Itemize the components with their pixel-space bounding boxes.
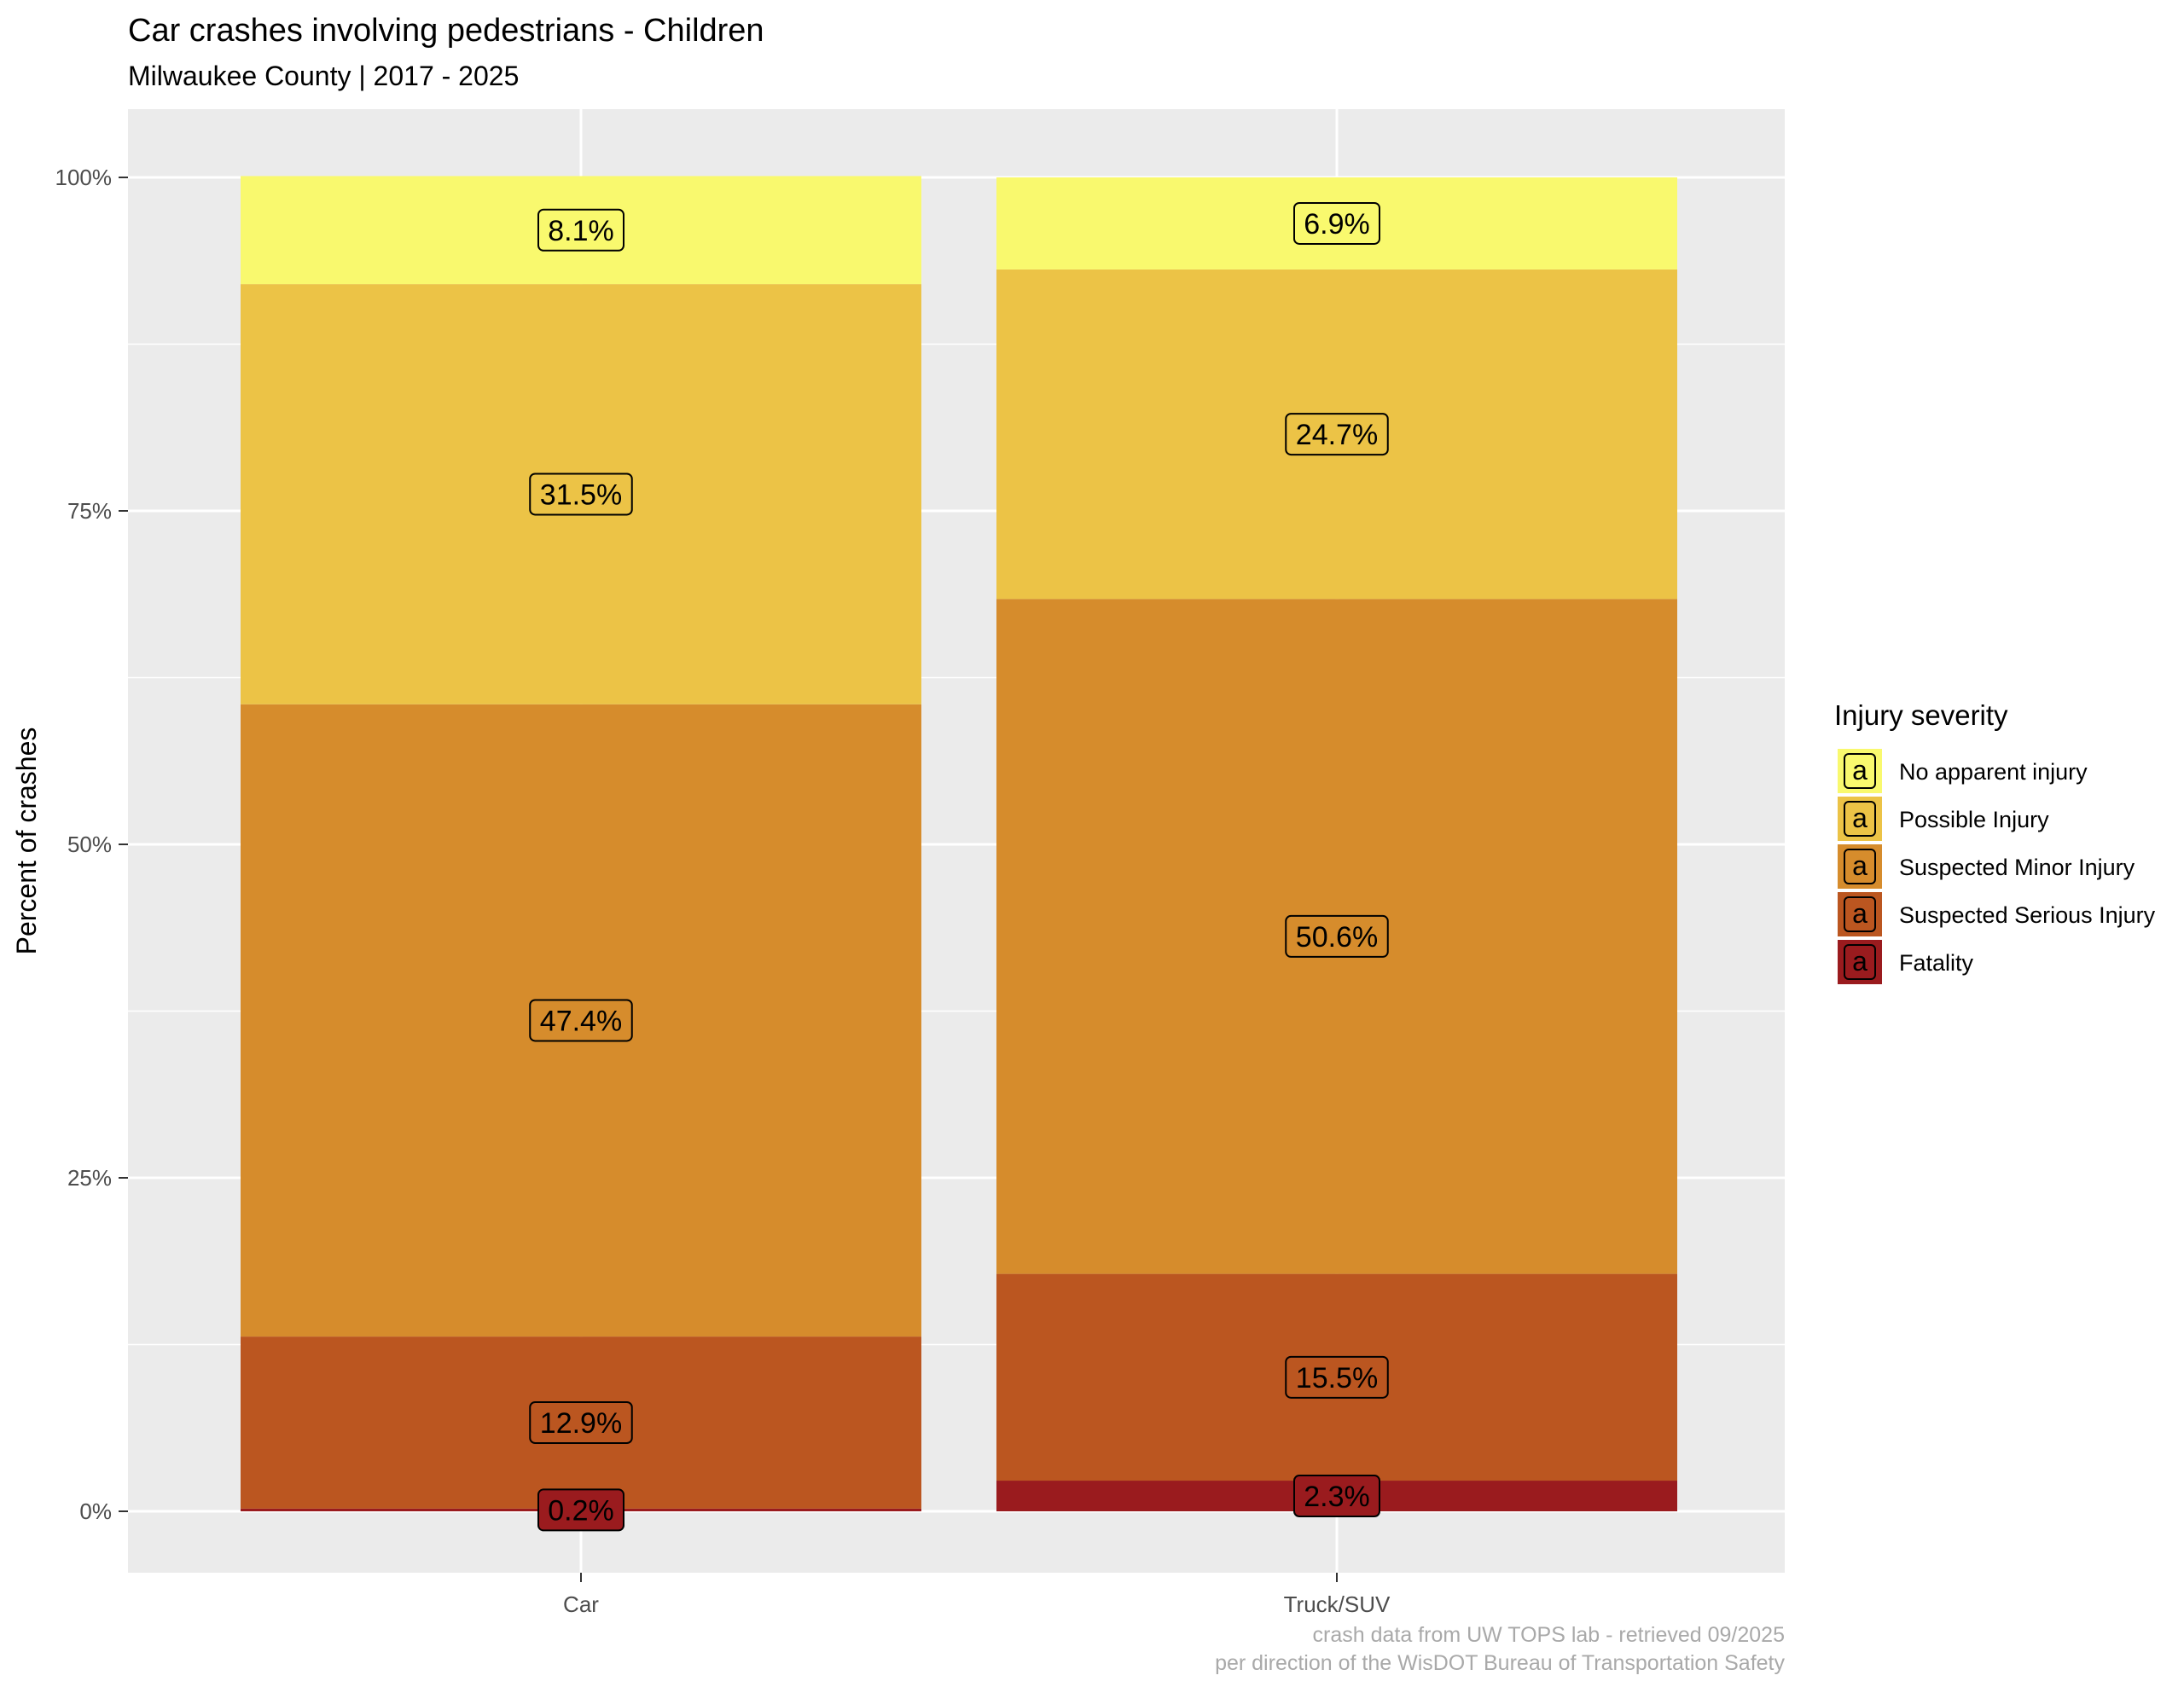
- data-label: 24.7%: [1285, 413, 1389, 456]
- legend-label: Possible Injury: [1899, 807, 2049, 832]
- data-label: 47.4%: [529, 999, 633, 1042]
- y-tick-label: 50%: [67, 832, 112, 857]
- caption: crash data from UW TOPS lab - retrieved …: [1215, 1623, 1785, 1675]
- caption-line-2: per direction of the WisDOT Bureau of Tr…: [1215, 1651, 1785, 1675]
- y-tick-label: 25%: [67, 1165, 112, 1191]
- data-label-box: [1285, 1355, 1389, 1399]
- data-label-box: [537, 208, 624, 252]
- data-label: 0.2%: [537, 1488, 624, 1532]
- y-tick-label: 0%: [79, 1499, 112, 1524]
- data-label-box: [537, 1488, 624, 1532]
- legend-item: a Fatality: [1838, 940, 1974, 984]
- legend-key-glyph: a: [1852, 946, 1867, 977]
- legend-label: No apparent injury: [1899, 759, 2088, 785]
- legend-key-glyph-box: [1844, 944, 1876, 980]
- legend-items: a No apparent injury a Possible Injury a Susp…: [1838, 749, 2156, 984]
- data-label: 2.3%: [1293, 1475, 1380, 1518]
- data-label-box: [529, 1400, 633, 1444]
- legend: Injury severity a No apparent injury a Poss…: [1834, 699, 2156, 984]
- y-axis-title: Percent of crashes: [11, 728, 42, 955]
- legend-label: Suspected Minor Injury: [1899, 855, 2135, 880]
- data-label-box: [1293, 1475, 1380, 1518]
- chart-title: Car crashes involving pedestrians - Chil…: [128, 13, 764, 49]
- legend-label: Fatality: [1899, 950, 1974, 976]
- x-tick-label: Car: [563, 1591, 599, 1617]
- data-label: 50.6%: [1285, 914, 1389, 958]
- data-label-text: 2.3%: [1304, 1481, 1370, 1513]
- data-label: 8.1%: [537, 208, 624, 252]
- data-label-box: [1293, 201, 1380, 245]
- data-label-box: [529, 999, 633, 1042]
- y-tick-label: 100%: [55, 165, 113, 190]
- legend-key-glyph: a: [1852, 755, 1867, 786]
- legend-key-glyph: a: [1852, 850, 1867, 881]
- data-label-box: [1285, 914, 1389, 958]
- data-label: 15.5%: [1285, 1355, 1389, 1399]
- legend-item: a Suspected Minor Injury: [1838, 844, 2135, 889]
- legend-key-glyph-box: [1844, 801, 1876, 837]
- data-label-box: [1285, 413, 1389, 456]
- data-label-text: 6.9%: [1304, 208, 1370, 241]
- data-label-text: 12.9%: [540, 1407, 622, 1440]
- data-label: 12.9%: [529, 1400, 633, 1444]
- legend-key-glyph-box: [1844, 753, 1876, 789]
- legend-title: Injury severity: [1834, 699, 2008, 731]
- data-label-text: 8.1%: [548, 215, 614, 247]
- data-label-text: 0.2%: [548, 1494, 614, 1527]
- data-label-text: 24.7%: [1296, 419, 1378, 451]
- data-label: 31.5%: [529, 472, 633, 516]
- x-tick-label: Truck/SUV: [1284, 1591, 1391, 1617]
- chart-subtitle: Milwaukee County | 2017 - 2025: [128, 61, 519, 91]
- legend-key-glyph-box: [1844, 849, 1876, 884]
- legend-key-glyph: a: [1852, 803, 1867, 833]
- bar-labels: 0.2% 12.9% 47.4% 31.5% 8.1% 2.3% 15.5% 50.6% 24.…: [529, 201, 1389, 1532]
- y-tick-label: 75%: [67, 498, 112, 524]
- y-axis: 0% 25% 50% 75% 100%: [55, 165, 128, 1524]
- legend-item: a Possible Injury: [1838, 797, 2049, 841]
- legend-item: a No apparent injury: [1838, 749, 2088, 793]
- data-label-text: 50.6%: [1296, 921, 1378, 954]
- data-label-text: 47.4%: [540, 1005, 622, 1037]
- legend-key-glyph-box: [1844, 896, 1876, 932]
- legend-label: Suspected Serious Injury: [1899, 902, 2156, 928]
- data-label-text: 31.5%: [540, 478, 622, 511]
- x-axis: Car Truck/SUV: [563, 1573, 1391, 1617]
- data-label: 6.9%: [1293, 201, 1380, 245]
- legend-item: a Suspected Serious Injury: [1838, 892, 2156, 936]
- data-label-box: [529, 472, 633, 516]
- caption-line-1: crash data from UW TOPS lab - retrieved …: [1313, 1623, 1786, 1647]
- legend-key-glyph: a: [1852, 898, 1867, 929]
- data-label-text: 15.5%: [1296, 1362, 1378, 1394]
